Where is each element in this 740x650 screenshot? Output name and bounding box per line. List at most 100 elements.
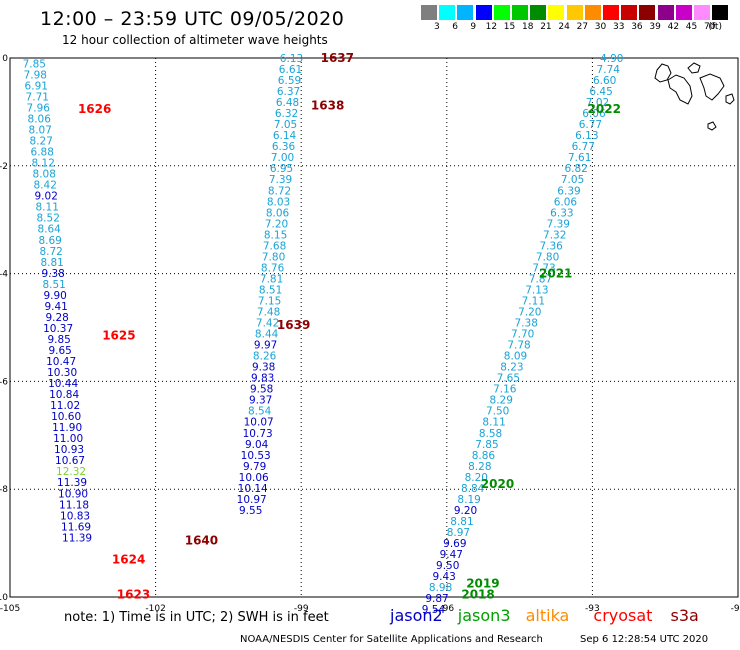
x-tick-label: -96 <box>439 604 454 614</box>
wave-height-value: 9.02 <box>35 191 58 203</box>
legend-swatch <box>566 5 583 20</box>
pass-time-labels: 1637 1638 1639 1640 1626 1625 1624 1623 2022 2021… <box>78 51 621 601</box>
pass-time-label: 2022 <box>588 102 621 116</box>
wave-height-value: 8.54 <box>248 406 272 418</box>
wave-height-value: 7.20 <box>265 218 288 230</box>
wave-height-value: 7.13 <box>525 284 548 296</box>
wave-height-value: 7.80 <box>536 251 559 263</box>
wave-height-value: 10.07 <box>244 417 274 429</box>
wave-height-value: 7.32 <box>543 229 566 241</box>
wave-height-value: 6.77 <box>572 141 595 153</box>
legend-swatch <box>530 5 547 20</box>
wave-height-value: 8.07 <box>29 125 52 137</box>
wave-height-value: 7.36 <box>539 240 563 252</box>
wave-height-value: 8.03 <box>267 196 290 208</box>
legend-label: 9 <box>470 22 477 32</box>
legend-label: 27 <box>576 22 589 32</box>
wave-height-value: 7.87 <box>529 273 552 285</box>
pass-time-label: 1640 <box>185 533 218 547</box>
wave-height-value: 7.38 <box>515 318 538 330</box>
wave-height-value: 10.47 <box>46 356 76 368</box>
coastline-island <box>699 73 725 101</box>
pass-time-label: 1625 <box>102 329 135 343</box>
pass-time-label: 2021 <box>539 267 572 281</box>
wave-height-value: 8.86 <box>472 450 496 462</box>
wave-height-value: 8.26 <box>253 351 277 363</box>
wave-height-value: 10.84 <box>49 389 79 401</box>
wave-height-value: 7.68 <box>263 240 286 252</box>
legend-swatch <box>584 5 601 20</box>
legend-swatch <box>639 5 656 20</box>
x-tick-label: -93 <box>585 604 600 614</box>
wave-height-value: 7.85 <box>475 439 498 451</box>
wave-height-value: 8.98 <box>429 582 452 594</box>
wave-height-value: 8.06 <box>266 207 290 219</box>
wave-height-value: 8.72 <box>268 185 291 197</box>
wave-height-value: 7.05 <box>561 174 584 186</box>
legend-label: 45 <box>685 22 698 32</box>
galapagos-coastline <box>654 62 735 131</box>
wave-height-value: 10.93 <box>54 444 84 456</box>
wave-height-value: 9.87 <box>425 593 448 605</box>
wave-height-value: 8.58 <box>479 428 502 440</box>
wave-height-value: 10.60 <box>51 411 81 423</box>
wave-height-value: 9.55 <box>239 505 262 517</box>
wave-height-value: 8.76 <box>261 262 285 274</box>
x-tick-label: -90 <box>731 604 740 614</box>
satellite-name: altika <box>525 606 570 625</box>
y-tick-label: -6 <box>0 377 8 387</box>
wave-height-value: 7.16 <box>493 384 517 396</box>
y-tick-label: -2 <box>0 162 8 172</box>
wave-height-value: 11.39 <box>62 532 92 544</box>
wave-height-value: 9.90 <box>43 290 66 302</box>
wave-height-value: 8.64 <box>37 224 61 236</box>
wave-height-value: 11.18 <box>59 499 89 511</box>
wave-height-value: 9.28 <box>45 312 68 324</box>
wave-height-value: 8.44 <box>255 329 279 341</box>
wave-height-value: 7.50 <box>486 406 509 418</box>
wave-height-value: 9.97 <box>254 340 277 352</box>
wave-height-value: 7.65 <box>497 373 520 385</box>
wave-height-value: 6.39 <box>557 185 580 197</box>
wave-height-value: 7.42 <box>256 318 279 330</box>
legend-label: 24 <box>558 22 570 32</box>
wave-height-value: 7.85 <box>23 58 46 70</box>
wave-height-value: 6.61 <box>279 64 302 76</box>
wave-height-value: 11.39 <box>57 477 87 489</box>
wave-height-value: 7.11 <box>522 295 545 307</box>
x-tick-label: -99 <box>294 604 309 614</box>
wave-height-value: 7.73 <box>532 262 555 274</box>
wave-height-value: 9.83 <box>251 373 274 385</box>
wave-height-value: 9.69 <box>443 538 466 550</box>
wave-height-value: 8.28 <box>468 461 491 473</box>
pass-time-label: 1626 <box>78 102 111 116</box>
pass-time-label: 1623 <box>117 587 150 601</box>
wave-height-value: 7.78 <box>507 340 530 352</box>
wave-height-value: 7.48 <box>257 307 280 319</box>
pass-time-label: 2019 <box>466 577 499 591</box>
wave-height-value: 9.41 <box>44 301 67 313</box>
wave-height-value: 6.37 <box>277 86 300 98</box>
wave-height-value: 6.06 <box>554 196 578 208</box>
wave-height-value: 8.08 <box>33 169 56 181</box>
wave-height-value: 8.11 <box>482 417 505 429</box>
wave-height-value: 8.27 <box>30 136 53 148</box>
wave-height-value: 11.90 <box>52 422 82 434</box>
wave-height-value: 8.97 <box>447 527 470 539</box>
altimeter-tracks: 7.857.986.917.717.968.068.078.276.888.12… <box>23 53 624 616</box>
wave-height-value: 6.13 <box>575 130 598 142</box>
wave-height-value: 6.14 <box>273 130 297 142</box>
wave-height-value: 7.71 <box>26 91 49 103</box>
wave-height-value: 11.69 <box>61 521 91 533</box>
satellite-name: jason3 <box>457 606 511 625</box>
wave-height-value: 6.13 <box>280 53 303 65</box>
wave-height-value: 10.67 <box>55 455 85 467</box>
wave-height-value: 10.44 <box>48 378 78 390</box>
map-subtitle: 12 hour collection of altimeter wave hei… <box>62 33 328 47</box>
satellite-name: s3a <box>670 606 699 625</box>
wave-height-value: 9.47 <box>440 549 463 561</box>
wave-height-value: 9.38 <box>252 362 275 374</box>
legend-swatch <box>712 5 729 20</box>
wave-height-value: 10.53 <box>241 450 271 462</box>
legend-label: 30 <box>594 22 607 32</box>
